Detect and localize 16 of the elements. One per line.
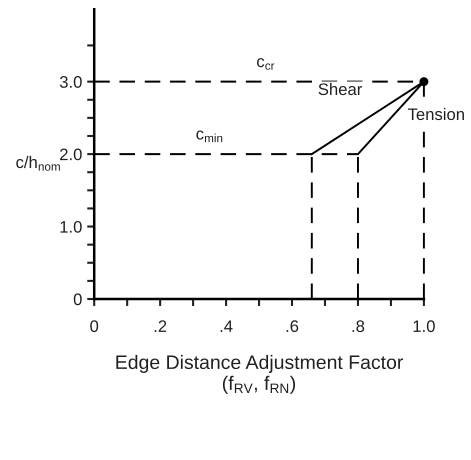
annotation: Tension	[408, 108, 464, 120]
x-tick-label: .8	[352, 320, 364, 332]
y-axis-title: c/h$_{nom}$	[16, 156, 60, 171]
annotation: Shear	[318, 82, 362, 96]
x-tick-label: .6	[286, 320, 298, 332]
x-axis-title: Edge Distance Adjustment Factor (f$_{RV}$, f$_{RN}$)	[116, 354, 404, 394]
x-tick-label: .2	[154, 320, 166, 332]
y-tick-label: 2.0	[60, 148, 82, 160]
annotation: c$_{min}$	[196, 130, 222, 142]
x-tick-label: .4	[220, 320, 233, 332]
annotation: c$_{cr}$	[257, 58, 274, 70]
y-tick-label: 1.0	[60, 220, 82, 233]
x-tick-label: 0	[90, 320, 98, 332]
x-tick-label: 1.0	[414, 320, 435, 332]
y-tick-label: 3.0	[60, 76, 82, 88]
y-tick-label: 0	[74, 293, 82, 306]
